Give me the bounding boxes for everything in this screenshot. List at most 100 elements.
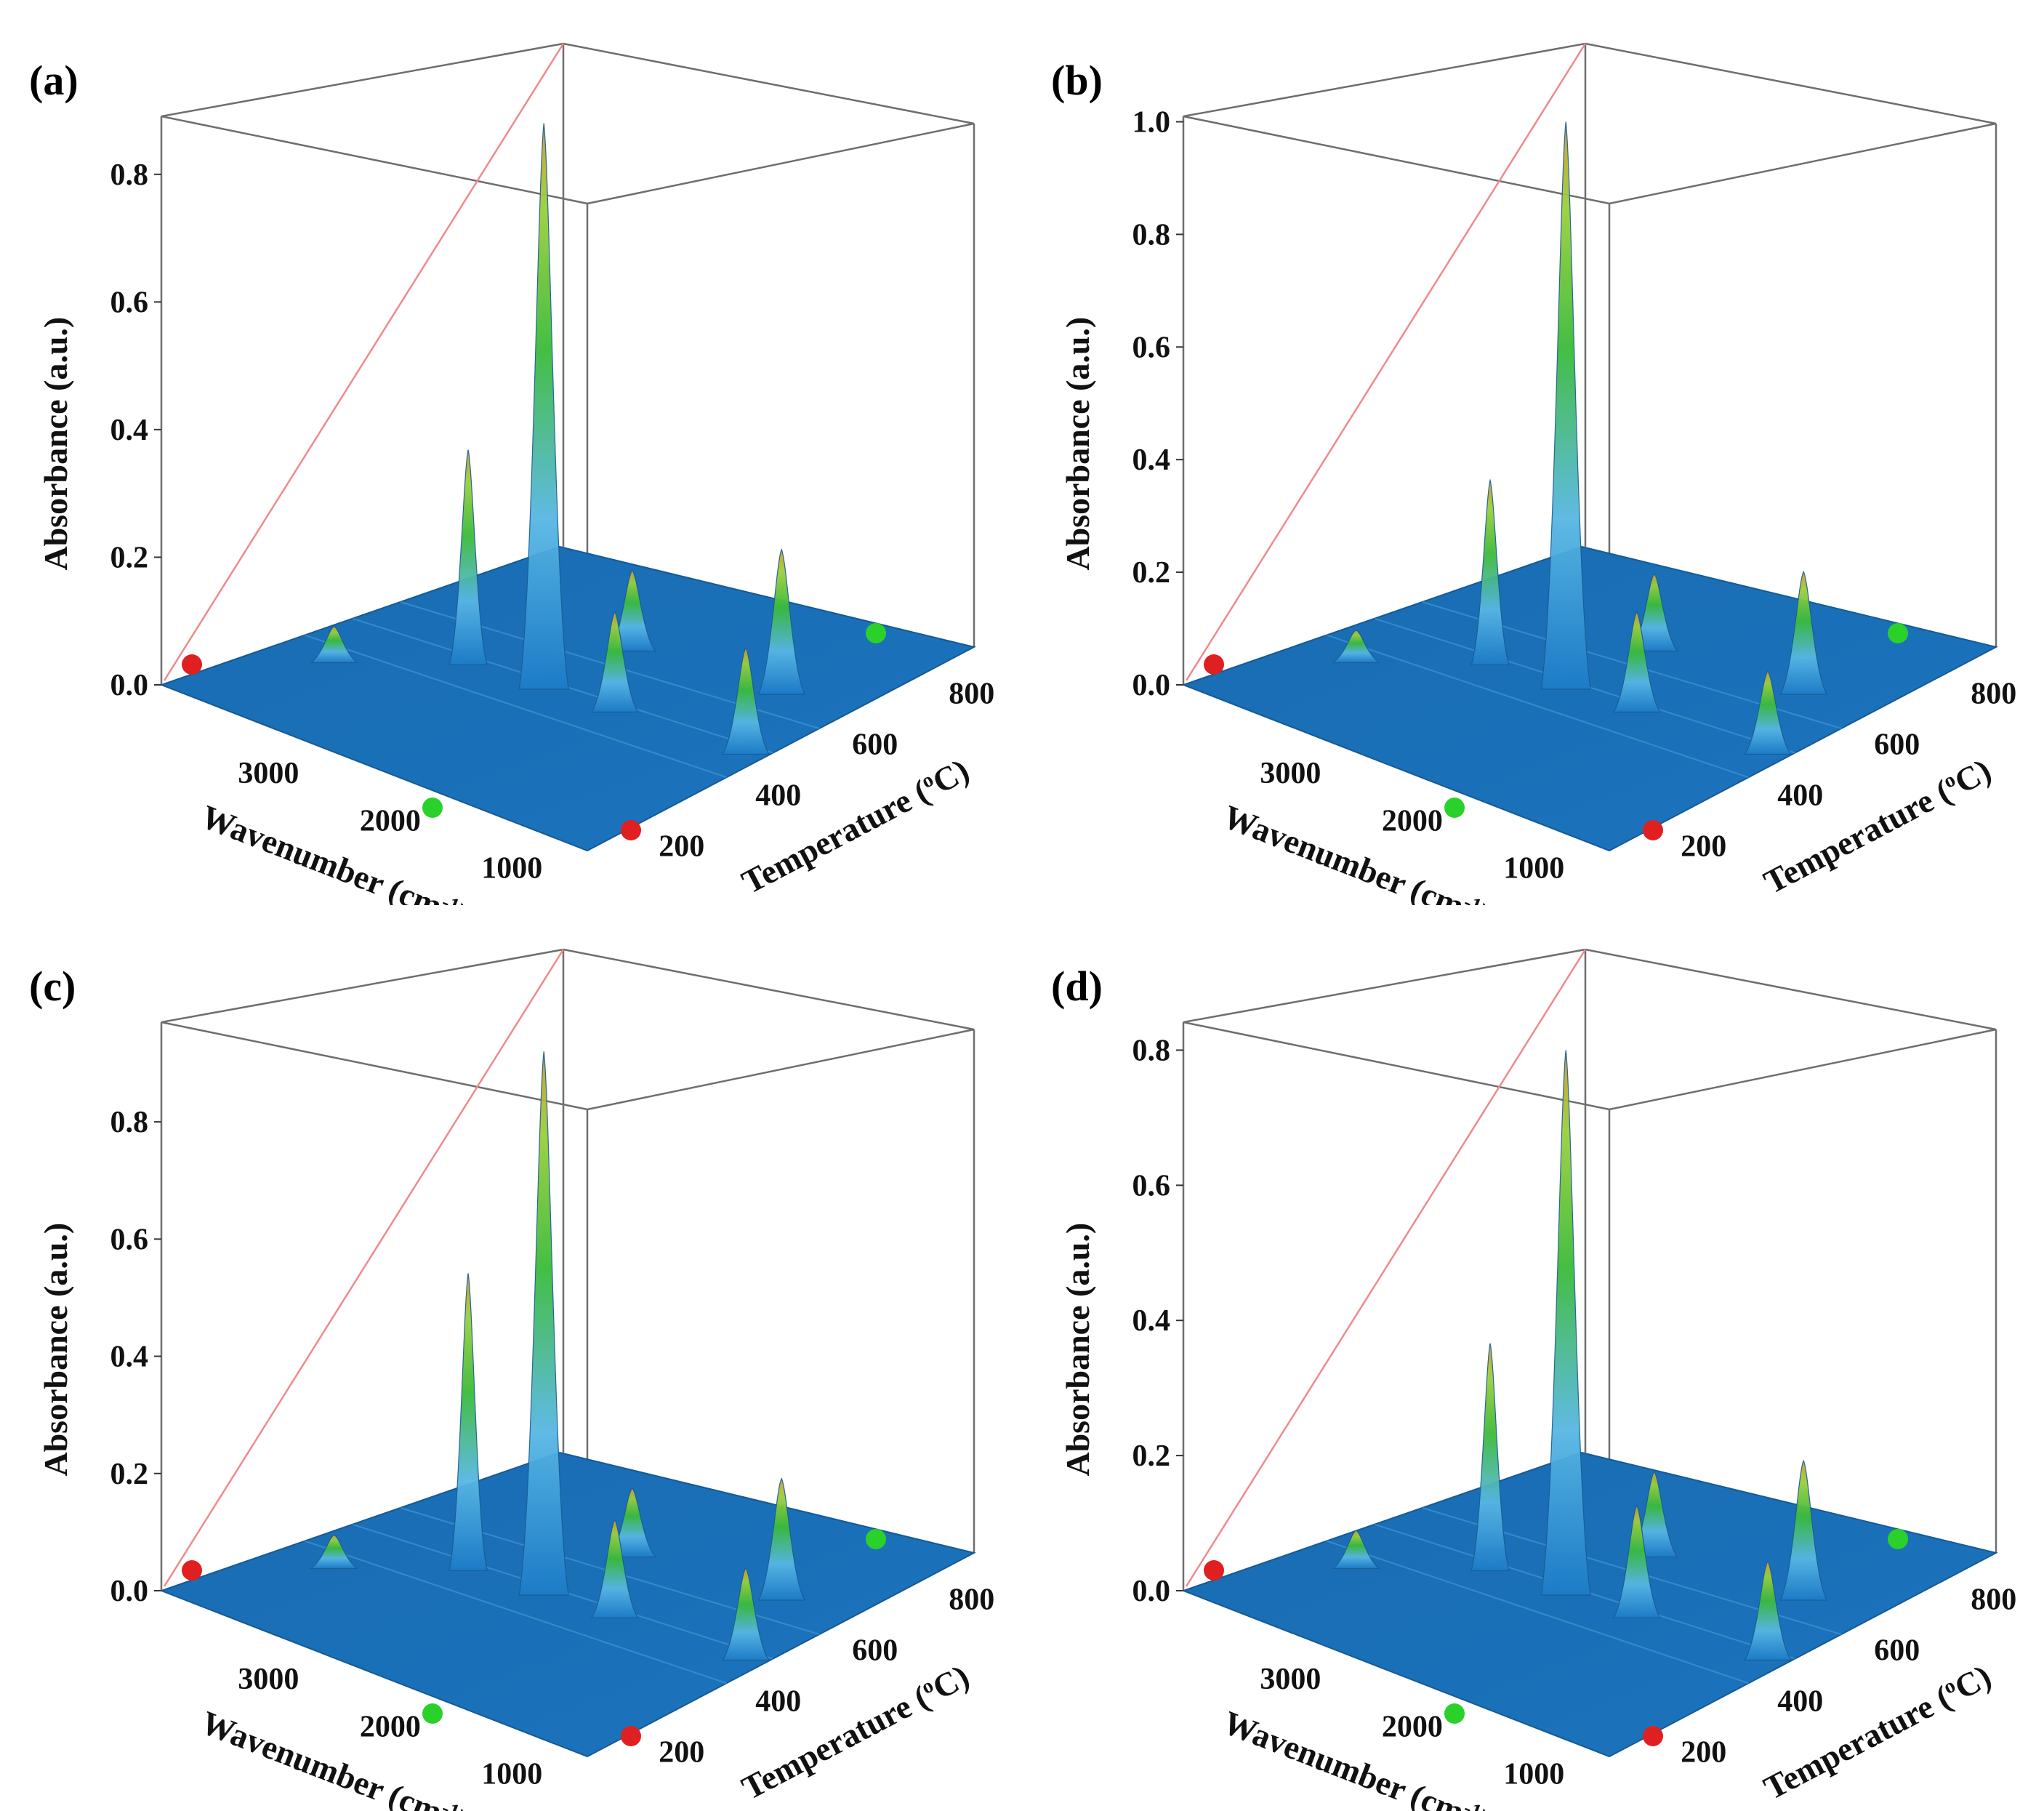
panel-label: (a)	[29, 57, 79, 104]
green-marker	[866, 623, 886, 643]
z-tick-label: 0.2	[110, 541, 149, 574]
surface-peak	[590, 1519, 639, 1619]
z-tick-label: 0.2	[1132, 556, 1171, 590]
x-tick-label: 2000	[360, 804, 421, 838]
y-tick-label: 800	[1971, 678, 2016, 711]
y-tick-label: 200	[1681, 830, 1726, 864]
diagonal-guide-line	[163, 949, 565, 1587]
red-marker	[182, 654, 202, 675]
z-axis-title: Absorbance (a.u.)	[37, 1223, 74, 1477]
z-tick-label: 0.8	[110, 158, 149, 192]
surface-peak	[1612, 611, 1661, 713]
red-marker	[1204, 1560, 1224, 1581]
box-edge	[1585, 948, 1997, 1031]
box-edge	[1183, 115, 1610, 205]
chart-panel-a: (a) 0.0 0.2 0.4 0.6 0.8 Absorbance (a.u.) 3000 2…	[29, 42, 994, 905]
chart-panel-d: (d) 0.0 0.2 0.4 0.6 0.8 Absorbance (a.u.) 3000 2…	[1051, 948, 2016, 1811]
surface-peak	[1540, 1050, 1591, 1596]
z-tick-label: 0.8	[1132, 1034, 1171, 1067]
box-edge	[1609, 1028, 1997, 1111]
x-tick-label: 3000	[238, 757, 299, 790]
z-tick-label: 1.0	[1132, 105, 1171, 139]
box-edge	[1183, 948, 1586, 1024]
z-tick-label: 0.0	[1132, 1575, 1171, 1608]
z-tick-label: 0.4	[1132, 443, 1171, 477]
box-edge	[563, 42, 975, 125]
red-marker	[1643, 820, 1663, 840]
panel-label: (b)	[1051, 57, 1103, 104]
box-edge	[587, 1028, 975, 1111]
panel-label: (d)	[1051, 963, 1103, 1010]
chart-panel-c: (c) 0.0 0.2 0.4 0.6 0.8 Absorbance (a.u.) 3000 2…	[29, 948, 994, 1811]
y-tick-label: 800	[1971, 1583, 2016, 1617]
box-edge	[563, 948, 975, 1031]
green-marker	[422, 798, 443, 818]
green-marker	[1888, 623, 1908, 643]
z-tick-label: 0.8	[110, 1106, 149, 1139]
z-tick-label: 0.0	[110, 669, 149, 702]
surface-peak	[1470, 478, 1510, 666]
z-tick-label: 0.4	[110, 414, 149, 447]
z-tick-label: 0.0	[1132, 669, 1171, 702]
y-axis-title: Temperature (oC)	[736, 1657, 975, 1807]
box-edge	[161, 948, 564, 1024]
green-marker	[1444, 1703, 1465, 1724]
x-tick-label: 2000	[360, 1710, 421, 1743]
y-tick-label: 600	[852, 1634, 898, 1668]
surface-floor	[159, 1451, 976, 1758]
surface-peak	[1540, 121, 1591, 690]
surface-ridge	[304, 634, 727, 779]
z-tick-label: 0.8	[1132, 218, 1171, 252]
green-marker	[866, 1529, 886, 1549]
red-marker	[1643, 1726, 1663, 1746]
surface-peak	[448, 449, 488, 666]
surface-peak	[1331, 1530, 1381, 1570]
surface-peak	[608, 569, 657, 652]
z-tick-label: 0.4	[1132, 1304, 1171, 1338]
z-tick-label: 0.4	[110, 1341, 149, 1374]
x-tick-label: 1000	[481, 851, 542, 885]
red-marker	[1204, 654, 1224, 675]
surface-peak	[590, 611, 639, 713]
y-tick-label: 400	[755, 779, 801, 813]
surface-peak	[757, 548, 806, 695]
green-marker	[1888, 1529, 1908, 1549]
y-tick-label: 600	[852, 728, 898, 762]
box-edge	[587, 122, 975, 205]
diagonal-guide-line	[163, 43, 565, 681]
z-tick-label: 0.0	[110, 1575, 149, 1608]
box-edge	[161, 1021, 588, 1111]
y-axis-title: Temperature (oC)	[736, 751, 975, 901]
y-tick-label: 600	[1874, 1634, 1920, 1668]
z-tick-label: 0.6	[1132, 1169, 1171, 1202]
x-tick-label: 1000	[1503, 1757, 1564, 1791]
surface-peak	[309, 1534, 359, 1570]
surface-peak	[721, 1567, 770, 1661]
y-tick-label: 800	[949, 678, 994, 711]
surface-peak	[1743, 1560, 1792, 1661]
z-axis-title: Absorbance (a.u.)	[1059, 1223, 1096, 1477]
surface-ridge	[304, 1540, 727, 1684]
box-edge	[1609, 122, 1997, 205]
y-tick-label: 800	[949, 1583, 994, 1617]
x-tick-label: 2000	[1382, 804, 1443, 838]
green-marker	[1444, 798, 1465, 818]
diagonal-guide-line	[1185, 949, 1587, 1587]
y-tick-label: 400	[1777, 779, 1823, 813]
surface-peak	[1779, 1459, 1828, 1601]
surface-peak	[1612, 1504, 1661, 1619]
surface-peak	[518, 1051, 569, 1596]
surface-peak	[1470, 1343, 1510, 1572]
red-marker	[621, 1726, 641, 1746]
z-tick-label: 0.2	[110, 1458, 149, 1491]
z-axis-title: Absorbance (a.u.)	[1059, 317, 1096, 571]
box-edge	[1183, 1021, 1610, 1111]
chart-panel-b: (b) 0.0 0.2 0.4 0.6 0.8 1.0 Absorbance (a.u.) 30…	[1051, 42, 2016, 905]
surface-peak	[448, 1273, 488, 1572]
red-marker	[182, 1560, 202, 1581]
surface-floor	[1181, 545, 1998, 852]
green-marker	[422, 1703, 443, 1724]
surface-peak	[721, 646, 770, 755]
y-tick-label: 600	[1874, 728, 1920, 762]
